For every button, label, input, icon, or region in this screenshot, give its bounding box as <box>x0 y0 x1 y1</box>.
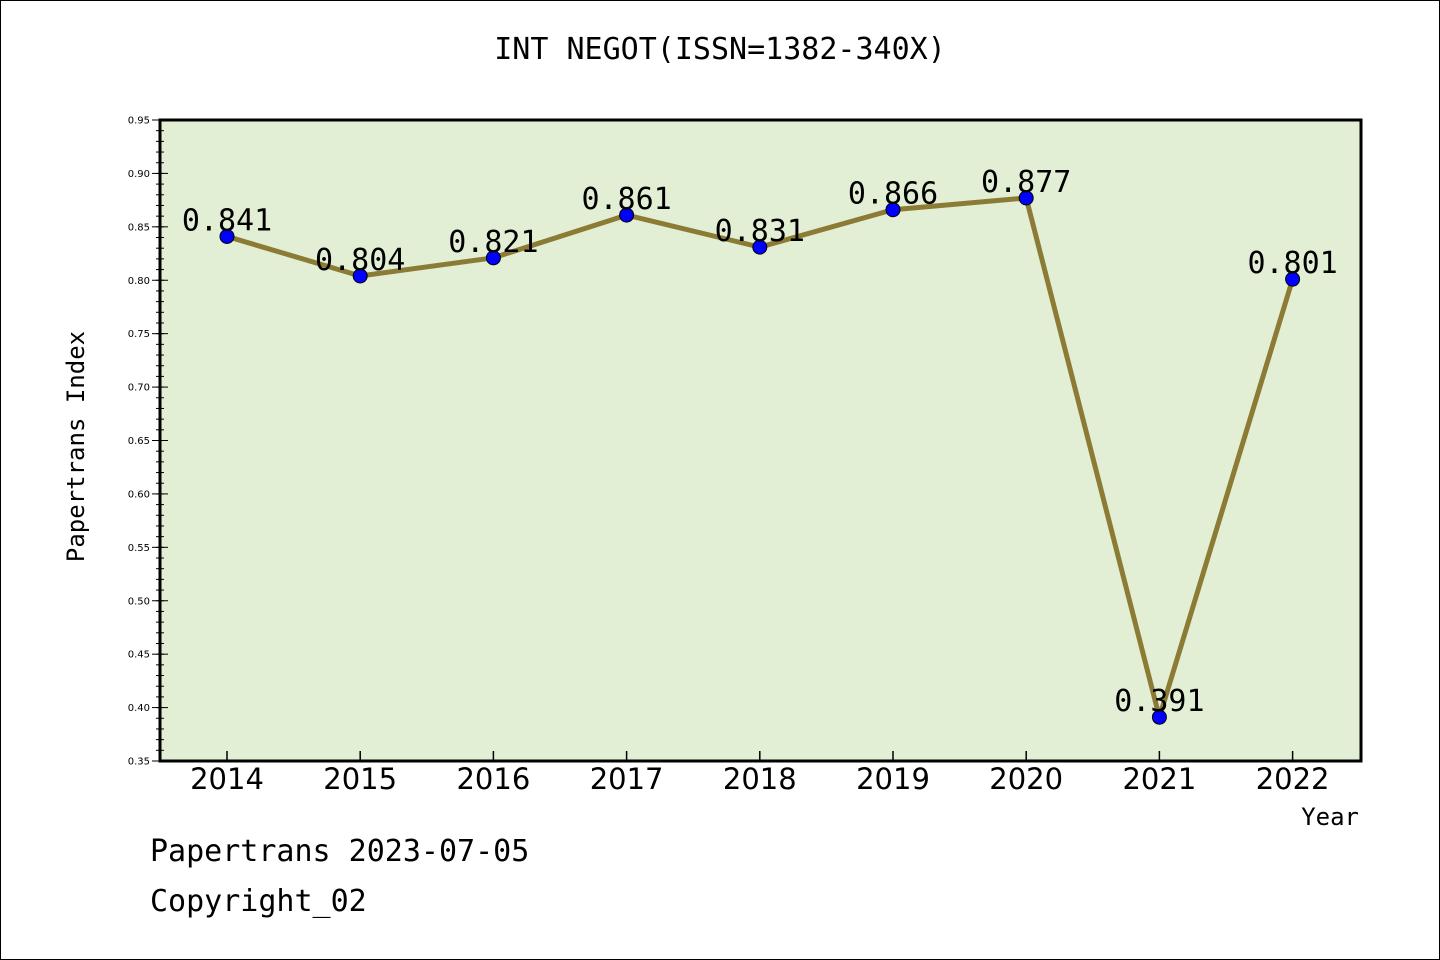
y-tick-label: 0.45 <box>128 650 150 661</box>
data-label: 0.866 <box>848 177 938 212</box>
data-label: 0.391 <box>1114 684 1204 719</box>
data-point <box>1151 709 1167 725</box>
data-label: 0.821 <box>448 225 538 260</box>
x-tick-label: 2015 <box>323 762 397 796</box>
data-label: 0.861 <box>581 182 671 217</box>
x-tick-label: 2017 <box>590 762 664 796</box>
y-tick-label: 0.95 <box>128 116 150 127</box>
plot-border <box>158 118 1363 763</box>
data-point <box>1018 190 1034 206</box>
data-label: 0.831 <box>715 214 805 249</box>
y-tick-label: 0.35 <box>128 757 150 768</box>
x-tick-label: 2021 <box>1122 762 1196 796</box>
footer-copyright: Copyright_02 <box>150 884 367 919</box>
data-label: 0.804 <box>315 243 405 278</box>
y-tick-label: 0.75 <box>128 329 150 340</box>
data-point <box>619 207 635 223</box>
x-tick-label: 2014 <box>190 762 264 796</box>
data-label: 0.841 <box>182 203 272 238</box>
x-tick-label: 2018 <box>723 762 797 796</box>
y-tick-label: 0.55 <box>128 543 150 554</box>
y-axis-label: Papertrans Index <box>62 331 90 562</box>
y-tick-label: 0.60 <box>128 489 150 500</box>
data-point <box>885 202 901 218</box>
x-tick-label: 2016 <box>456 762 530 796</box>
y-tick-label: 0.50 <box>128 596 150 607</box>
y-tick-label: 0.80 <box>128 276 150 287</box>
chart-title: INT NEGOT(ISSN=1382-340X) <box>494 32 946 67</box>
y-tick-label: 0.85 <box>128 222 150 233</box>
x-tick-label: 2019 <box>856 762 930 796</box>
data-label: 0.877 <box>981 165 1071 200</box>
y-tick-label: 0.40 <box>128 703 150 714</box>
data-point <box>1285 271 1301 287</box>
footer-date: Papertrans 2023-07-05 <box>150 834 530 869</box>
plot-area <box>160 120 1361 761</box>
data-point <box>485 250 501 266</box>
y-tick-label: 0.70 <box>128 383 150 394</box>
y-tick-label: 0.65 <box>128 436 150 447</box>
x-tick-label: 2022 <box>1256 762 1330 796</box>
x-axis-label: Year <box>1301 803 1359 831</box>
data-label: 0.801 <box>1247 246 1337 281</box>
y-tick-label: 0.90 <box>128 169 150 180</box>
data-point <box>752 239 768 255</box>
data-point <box>219 228 235 244</box>
data-point <box>352 268 368 284</box>
x-tick-label: 2020 <box>989 762 1063 796</box>
